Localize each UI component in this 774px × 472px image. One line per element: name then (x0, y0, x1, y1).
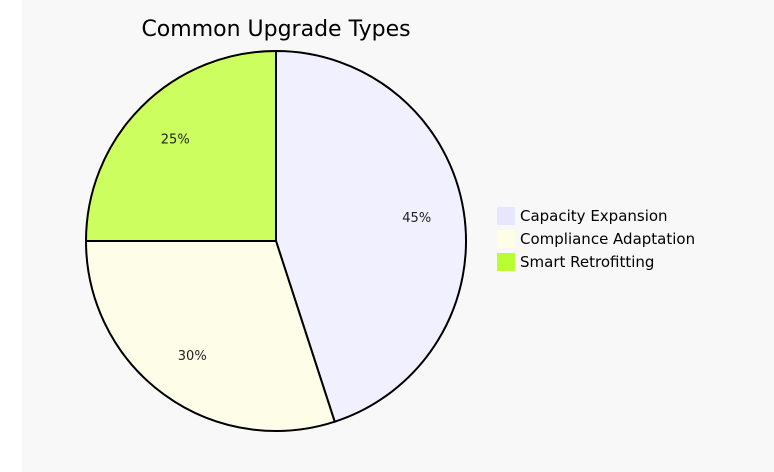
pie-labels: 45% 30% 25% (161, 133, 431, 364)
legend-swatch-capacity-expansion (497, 207, 515, 225)
legend-label-smart-retrofitting: Smart Retrofitting (520, 253, 654, 271)
pie-label-compliance-adaptation: 30% (178, 349, 207, 364)
legend-label-capacity-expansion: Capacity Expansion (520, 207, 668, 225)
legend-swatch-compliance-adaptation (497, 230, 515, 248)
pie-label-smart-retrofitting: 25% (161, 133, 190, 148)
pie-slice-smart-retrofitting (84, 49, 277, 242)
pie-slice-compliance-adaptation (84, 240, 336, 432)
pie-slices (84, 49, 467, 432)
pie-slice-capacity-expansion (275, 49, 467, 423)
legend: Capacity Expansion Compliance Adaptation S… (497, 207, 695, 271)
legend-label-compliance-adaptation: Compliance Adaptation (520, 230, 695, 248)
legend-swatch-smart-retrofitting (497, 253, 515, 271)
pie-label-capacity-expansion: 45% (402, 211, 431, 226)
chart-title: Common Upgrade Types (141, 17, 410, 42)
